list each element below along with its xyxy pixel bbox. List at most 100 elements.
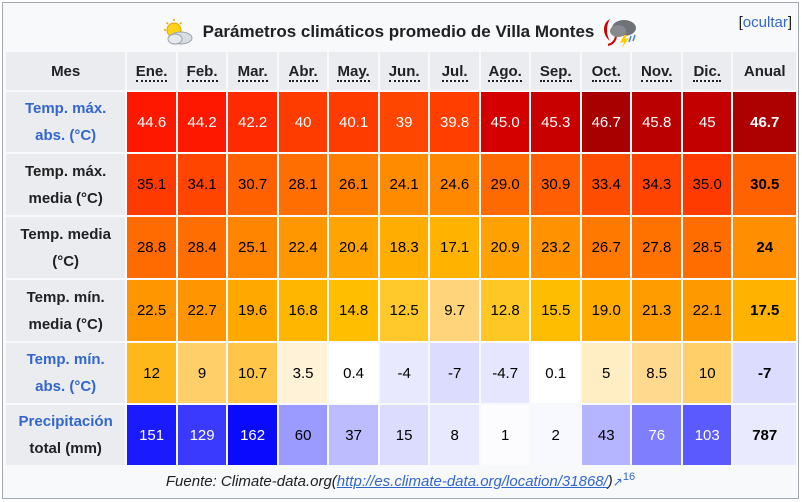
row-header[interactable]: Precipitación total (mm) xyxy=(6,405,126,465)
table-cell: 37 xyxy=(329,405,378,465)
column-header-month: Jun. xyxy=(379,52,429,90)
row-header-line1[interactable]: Temp. mín. xyxy=(26,351,105,368)
table-cell: 9 xyxy=(177,343,227,403)
month-abbr: Ene. xyxy=(135,62,168,82)
month-abbr: May. xyxy=(337,62,370,82)
table-cell: -7 xyxy=(430,343,479,403)
table-cell: 1 xyxy=(480,405,530,465)
hide-link[interactable]: ocultar xyxy=(742,14,788,31)
table-cell: 18.3 xyxy=(379,217,429,278)
table-cell: 0.1 xyxy=(531,343,580,403)
table-cell: 14.8 xyxy=(329,280,378,341)
reference-number[interactable]: 16 xyxy=(622,471,636,483)
column-header-month: Mar. xyxy=(228,52,277,90)
annual-cell: 17.5 xyxy=(733,280,796,341)
table-cell: 162 xyxy=(228,405,277,465)
row-header-line2: media (°C) xyxy=(28,315,103,333)
row-header[interactable]: Temp. mín. abs. (°C) xyxy=(6,343,126,403)
row-header-line1: Temp. mín. xyxy=(26,288,105,306)
table-cell: 30.7 xyxy=(228,154,277,215)
table-cell: 8.5 xyxy=(632,343,681,403)
table-row: Temp. mín. media (°C) 22.5 22.7 19.6 16.8 14.8… xyxy=(6,280,796,341)
column-header-month: Feb. xyxy=(177,52,227,90)
table-cell: 15.5 xyxy=(531,280,580,341)
table-cell: 16.8 xyxy=(278,280,328,341)
table-cell: -4 xyxy=(379,343,429,403)
table-cell: 28.5 xyxy=(682,217,732,278)
column-header-mes: Mes xyxy=(6,52,126,90)
table-cell: 22.1 xyxy=(682,280,732,341)
table-cell: 5 xyxy=(581,343,631,403)
table-cell: 44.2 xyxy=(177,92,227,152)
annual-cell: 46.7 xyxy=(733,92,796,152)
column-header-annual: Anual xyxy=(733,52,796,90)
table-cell: 45.3 xyxy=(531,92,580,152)
month-abbr: Abr. xyxy=(288,62,318,82)
column-header-month: Ago. xyxy=(480,52,530,90)
row-header-line2: (°C) xyxy=(52,252,80,270)
table-cell: 24.1 xyxy=(379,154,429,215)
table-cell: 8 xyxy=(430,405,479,465)
table-cell: 34.3 xyxy=(632,154,681,215)
month-abbr: Oct. xyxy=(591,62,621,82)
table-body: Temp. máx. abs. (°C) 44.6 44.2 42.2 40 40.1 39 3… xyxy=(6,92,796,465)
table-cell: 76 xyxy=(632,405,681,465)
table-cell: 22.5 xyxy=(127,280,176,341)
source-link[interactable]: http://es.climate-data.org/location/3186… xyxy=(336,473,608,490)
table-cell: 33.4 xyxy=(581,154,631,215)
table-cell: 45 xyxy=(682,92,732,152)
table-cell: 10.7 xyxy=(228,343,277,403)
row-header: Temp. mín. media (°C) xyxy=(6,280,126,341)
column-header-month: Abr. xyxy=(278,52,328,90)
table-cell: 22.7 xyxy=(177,280,227,341)
row-header-line1[interactable]: Precipitación xyxy=(18,413,113,430)
row-header-line2: media (°C) xyxy=(28,189,103,207)
table-row: Temp. media (°C) 28.8 28.4 25.1 22.4 20.4 18.3 1… xyxy=(6,217,796,278)
table-cell: 3.5 xyxy=(278,343,328,403)
table-cell: 9.7 xyxy=(430,280,479,341)
row-header-line2[interactable]: abs. (°C) xyxy=(35,378,97,395)
table-cell: 26.7 xyxy=(581,217,631,278)
month-abbr: Sep. xyxy=(539,62,572,82)
climate-table: Mes Ene. Feb. Mar. Abr. May. Jun. Jul. A… xyxy=(4,50,798,467)
hide-toggle: [ocultar] xyxy=(738,14,792,31)
month-abbr: Ago. xyxy=(488,62,522,82)
table-cell: 35.1 xyxy=(127,154,176,215)
table-caption: Parámetros climáticos promedio de Villa … xyxy=(3,3,798,48)
table-cell: 2 xyxy=(531,405,580,465)
column-header-month: Nov. xyxy=(632,52,681,90)
row-header-line1: Temp. máx. xyxy=(24,162,107,180)
column-header-month: Sep. xyxy=(531,52,580,90)
external-link-icon: ↗ xyxy=(612,475,623,489)
sun-cloud-icon xyxy=(161,18,195,46)
row-header-line2[interactable]: abs. (°C) xyxy=(35,127,97,144)
table-cell: 35.0 xyxy=(682,154,732,215)
table-cell: 17.1 xyxy=(430,217,479,278)
table-cell: -4.7 xyxy=(480,343,530,403)
table-cell: 28.1 xyxy=(278,154,328,215)
column-header-month: Oct. xyxy=(581,52,631,90)
storm-icon xyxy=(600,15,640,49)
column-header-month: Jul. xyxy=(430,52,479,90)
month-abbr: Feb. xyxy=(186,62,218,82)
table-cell: 40 xyxy=(278,92,328,152)
column-header-month: May. xyxy=(329,52,378,90)
month-abbr: Dic. xyxy=(693,62,721,82)
table-cell: 45.0 xyxy=(480,92,530,152)
table-cell: 43 xyxy=(581,405,631,465)
table-row: Temp. mín. abs. (°C) 12 9 10.7 3.5 0.4 -4 -7 -4.7… xyxy=(6,343,796,403)
column-header-month: Dic. xyxy=(682,52,732,90)
row-header-line1[interactable]: Temp. máx. xyxy=(24,100,107,117)
table-cell: 46.7 xyxy=(581,92,631,152)
table-cell: 45.8 xyxy=(632,92,681,152)
table-cell: 20.4 xyxy=(329,217,378,278)
table-cell: 10 xyxy=(682,343,732,403)
table-cell: 0.4 xyxy=(329,343,378,403)
row-header[interactable]: Temp. máx. abs. (°C) xyxy=(6,92,126,152)
table-cell: 42.2 xyxy=(228,92,277,152)
table-cell: 129 xyxy=(177,405,227,465)
month-abbr: Jun. xyxy=(388,62,420,82)
table-cell: 30.9 xyxy=(531,154,580,215)
table-row: Temp. máx. abs. (°C) 44.6 44.2 42.2 40 40.1 39 3… xyxy=(6,92,796,152)
